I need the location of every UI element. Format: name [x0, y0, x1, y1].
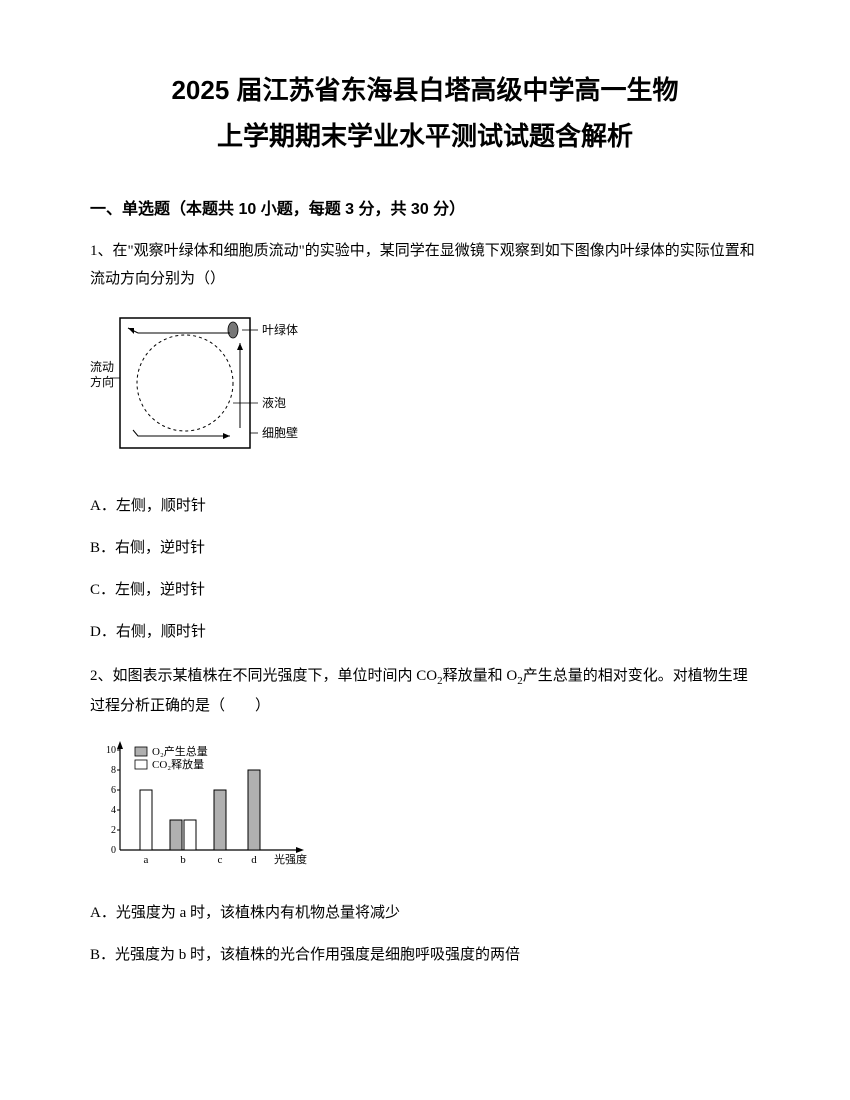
svg-text:b: b — [180, 854, 186, 866]
svg-text:4: 4 — [111, 805, 116, 816]
q2-option-b: B．光强度为 b 时，该植株的光合作用强度是细胞呼吸强度的两倍 — [90, 943, 760, 967]
q1-option-c: C．左侧，逆时针 — [90, 578, 760, 602]
question-2-text: 2、如图表示某植株在不同光强度下，单位时间内 CO2释放量和 O2产生总量的相对… — [90, 662, 760, 720]
svg-text:10: 10 — [106, 745, 116, 756]
bar-chart: 0 2 4 6 8 10 a b c d 光强度 O₂产生总量 CO₂释放量 — [90, 735, 760, 884]
q1-option-a: A．左侧，顺时针 — [90, 494, 760, 518]
svg-text:0: 0 — [111, 845, 116, 856]
svg-text:c: c — [218, 854, 223, 866]
page-title-line1: 2025 届江苏省东海县白塔高级中学高一生物 — [90, 70, 760, 112]
svg-text:6: 6 — [111, 785, 116, 796]
q1-option-b: B．右侧，逆时针 — [90, 536, 760, 560]
section-header: 一、单选题（本题共 10 小题，每题 3 分，共 30 分） — [90, 197, 760, 223]
page-title-line2: 上学期期末学业水平测试试题含解析 — [90, 116, 760, 158]
cell-diagram-svg: 叶绿体 流动 方向 液泡 细胞壁 — [90, 308, 310, 468]
label-vacuole: 液泡 — [262, 395, 286, 410]
x-axis-label: 光强度 — [274, 852, 307, 866]
label-flow-1: 流动 — [90, 360, 114, 374]
q2-option-a: A．光强度为 a 时，该植株内有机物总量将减少 — [90, 901, 760, 925]
svg-text:8: 8 — [111, 765, 116, 776]
label-wall: 细胞壁 — [262, 425, 298, 440]
label-flow-2: 方向 — [90, 374, 114, 389]
label-chloroplast: 叶绿体 — [262, 322, 298, 337]
svg-text:d: d — [251, 854, 257, 866]
legend-co2: CO₂释放量 — [152, 757, 204, 771]
svg-text:2: 2 — [111, 825, 116, 836]
q1-option-d: D．右侧，顺时针 — [90, 620, 760, 644]
svg-text:a: a — [144, 854, 149, 866]
question-1-text: 1、在"观察叶绿体和细胞质流动"的实验中，某同学在显微镜下观察到如下图像内叶绿体… — [90, 237, 760, 294]
cell-diagram: 叶绿体 流动 方向 液泡 细胞壁 — [90, 308, 760, 477]
legend-o2: O₂产生总量 — [152, 744, 208, 758]
bar-chart-svg: 0 2 4 6 8 10 a b c d 光强度 O₂产生总量 CO₂释放量 — [90, 735, 320, 875]
